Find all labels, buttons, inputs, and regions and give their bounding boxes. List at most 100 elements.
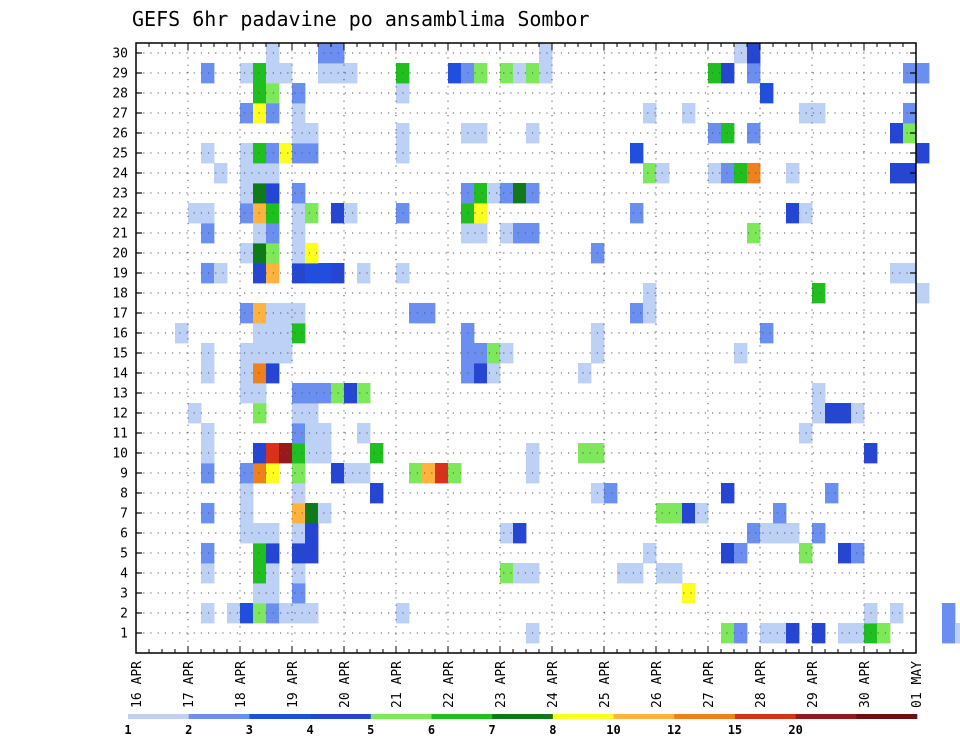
heatmap-cell [890,123,904,144]
x-tick-label: 29 APR [806,661,821,708]
x-tick-label: 18 APR [234,661,249,708]
heatmap-cell [721,63,735,84]
heatmap-cell [201,343,215,364]
heatmap-cell [292,603,306,624]
heatmap-cell [357,263,371,284]
y-tick-label: 29 [112,67,128,82]
y-tick-label: 3 [120,587,128,602]
heatmap-cell [253,243,267,264]
heatmap-cell [812,403,826,424]
heatmap-cell [266,203,280,224]
heatmap-cell [643,283,657,304]
heatmap-cell [903,103,917,124]
heatmap-cell [201,63,215,84]
heatmap-cell [318,263,332,284]
heatmap-cell [201,603,215,624]
heatmap-cell [513,523,527,544]
heatmap-cell [266,183,280,204]
heatmap-cell [318,423,332,444]
heatmap-cell [266,243,280,264]
heatmap-cell [201,203,215,224]
heatmap-cell [305,503,319,524]
heatmap-cell [344,383,358,404]
heatmap-cell [253,403,267,424]
heatmap-cell [500,523,514,544]
y-tick-label: 1 [120,627,128,642]
heatmap-cell [721,123,735,144]
heatmap-cell [318,443,332,464]
heatmap-cell [240,483,254,504]
heatmap-cell [253,183,267,204]
heatmap-cell [578,443,592,464]
heatmap-cell [266,223,280,244]
heatmap-cell [539,63,553,84]
heatmap-cell [253,263,267,284]
heatmap-cell [903,63,917,84]
heatmap-cell [708,63,722,84]
x-tick-label: 20 APR [338,661,353,708]
heatmap-cell [240,503,254,524]
heatmap-cell [292,123,306,144]
heatmap-cell [253,343,267,364]
heatmap-cell [266,583,280,604]
heatmap-cell [266,43,280,64]
y-tick-label: 17 [112,307,128,322]
heatmap-cell [240,183,254,204]
heatmap-cell [266,463,280,484]
y-tick-label: 27 [112,107,128,122]
heatmap-cell [747,223,761,244]
heatmap-cell [266,363,280,384]
heatmap-cell [513,183,527,204]
x-axis: 16 APR 17 APR 18 APR 19 APR 20 APR 21 APR 22 A… [130,43,925,708]
heatmap-cell [825,483,839,504]
heatmap-cell [305,543,319,564]
heatmap-cell [253,303,267,324]
heatmap-cell [201,143,215,164]
heatmap-cell [266,163,280,184]
heatmap-cell [890,163,904,184]
colorbar-swatch [734,714,796,719]
colorbar-label: 1 [124,723,131,737]
heatmap-cell [812,383,826,404]
heatmap-cell [747,163,761,184]
x-tick-label: 24 APR [546,661,561,708]
heatmap-cell [266,443,280,464]
heatmap-cell [240,143,254,164]
heatmap-cell [240,243,254,264]
heatmap-cell [344,463,358,484]
heatmap-cell [266,103,280,124]
heatmap-cell [513,563,527,584]
heatmap-cell [682,103,696,124]
heatmap-cell [253,443,267,464]
heatmap-cell [721,543,735,564]
heatmap-cell [500,343,514,364]
heatmap-cell [760,323,774,344]
heatmap-cell [253,63,267,84]
heatmap-cell [747,43,761,64]
heatmap-cell [253,163,267,184]
heatmap-cells [175,43,960,644]
heatmap-cell [734,543,748,564]
heatmap-cell [812,523,826,544]
heatmap-cell [630,303,644,324]
y-tick-label: 16 [112,327,128,342]
heatmap-cell [851,403,865,424]
heatmap-cell [448,463,462,484]
x-tick-label: 27 APR [702,661,717,708]
heatmap-cell [201,563,215,584]
colorbar-label: 4 [306,723,313,737]
heatmap-cell [474,203,488,224]
heatmap-cell [734,343,748,364]
y-tick-label: 11 [112,427,128,442]
colorbar-swatch [613,714,675,719]
heatmap-cell [851,623,865,644]
y-tick-label: 20 [112,247,128,262]
heatmap-cell [253,603,267,624]
heatmap-cell [487,183,501,204]
heatmap-cell [409,303,423,324]
y-tick-label: 8 [120,487,128,502]
heatmap-cell [305,443,319,464]
heatmap-cell [292,83,306,104]
heatmap-cell [630,203,644,224]
colorbar-label: 7 [489,723,496,737]
